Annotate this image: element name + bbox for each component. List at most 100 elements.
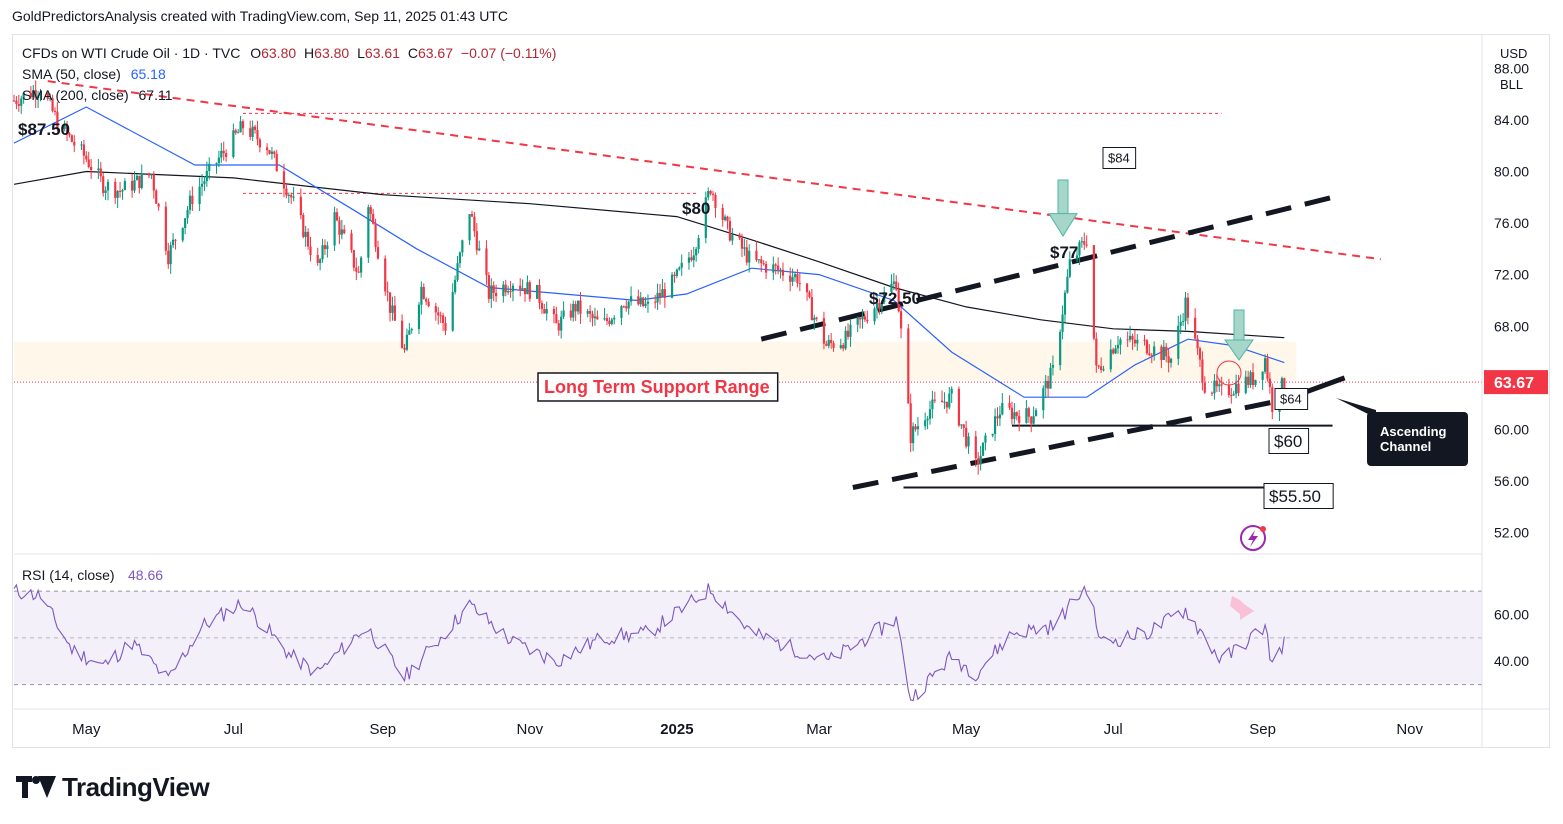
candle-body (967, 436, 970, 447)
tradingview-logo-icon (16, 774, 56, 800)
candle-body (656, 292, 659, 303)
candle-body (372, 213, 375, 224)
candle-body (757, 259, 760, 261)
candle-body (897, 289, 900, 312)
candle-body (709, 191, 712, 194)
candle-body (572, 303, 575, 318)
candle-body (1013, 412, 1016, 419)
sma50-line (13, 106, 1285, 398)
candle-body (478, 248, 481, 251)
candle-body (408, 330, 411, 335)
candle-body (950, 388, 953, 394)
candle-body (793, 274, 797, 278)
candle-body (928, 409, 932, 419)
candle-body (805, 283, 809, 293)
candle-body (131, 181, 134, 191)
candle-body (335, 212, 339, 221)
candle-body (1018, 416, 1021, 423)
candle-body (150, 174, 153, 176)
time-tick-label: Mar (806, 721, 832, 738)
candle-body (1097, 365, 1100, 367)
candle-body (287, 194, 290, 196)
candle-body (637, 296, 640, 305)
candle-body (509, 291, 512, 293)
label-77: $77 (1050, 243, 1078, 262)
candle-body (692, 255, 695, 261)
candle-body (427, 301, 430, 307)
candle-body (1047, 380, 1050, 389)
moving-averages-layer (13, 106, 1285, 398)
tradingview-brand[interactable]: TradingView (16, 772, 210, 802)
low-value: 63.61 (364, 45, 400, 61)
candle-body (981, 442, 985, 456)
candle-body (492, 285, 495, 293)
candle-body (468, 214, 471, 241)
candle-body (1283, 378, 1286, 388)
candle-body (106, 181, 110, 191)
candle-body (569, 310, 572, 318)
candle-body (663, 289, 666, 298)
candle-body (613, 317, 616, 320)
candle-body (1095, 338, 1098, 366)
candle-body (526, 282, 529, 295)
unit-label[interactable]: BLL (1500, 77, 1524, 92)
candle-body (627, 301, 630, 309)
candle-body (697, 238, 700, 249)
rsi-pink-arrow (1230, 596, 1254, 620)
candle-body (1150, 354, 1153, 356)
sma200-legend: SMA (200, close) 67.11 (22, 87, 173, 103)
candle-body (825, 343, 828, 346)
candle-body (237, 132, 240, 134)
candle-body (343, 229, 346, 234)
candle-body (721, 208, 724, 220)
candle-body (487, 275, 490, 299)
candle-body (1131, 335, 1134, 340)
time-tick-label: Nov (517, 721, 544, 738)
candle-body (596, 316, 599, 320)
candle-body (393, 305, 396, 321)
time-tick-label: May (952, 721, 981, 738)
highlight-circle (1216, 360, 1242, 386)
candle-body (863, 316, 867, 320)
candle-body (822, 318, 826, 344)
open-value: 63.80 (261, 45, 297, 61)
candle-body (552, 308, 556, 315)
symbol-legend: CFDs on WTI Crude Oil · 1D · TVC O63.80 … (22, 45, 556, 61)
level-84-label: $84 (1108, 151, 1130, 166)
currency-label[interactable]: USD (1500, 46, 1528, 61)
candle-body (234, 130, 237, 133)
candle-body (1251, 372, 1255, 386)
level-60-label: $60 (1274, 432, 1302, 451)
callout-box (1367, 412, 1468, 466)
sma50-value: 65.18 (130, 66, 166, 82)
candle-body (116, 190, 119, 198)
candle-body (1049, 367, 1052, 389)
candle-body (724, 216, 727, 220)
candle-body (1059, 331, 1062, 365)
candle-body (1203, 382, 1206, 393)
candle-body (360, 257, 363, 273)
candle-body (644, 303, 647, 306)
candle-body (403, 347, 406, 350)
candle-body (933, 399, 936, 401)
label-72-50: $72.50 (869, 289, 921, 308)
candle-body (1102, 369, 1105, 371)
candle-body (690, 257, 693, 261)
resistance-trendline (47, 80, 1381, 261)
candle-body (1230, 395, 1233, 397)
candle-body (574, 303, 577, 312)
candle-body (282, 171, 286, 189)
candle-body (861, 316, 864, 320)
candle-body (133, 180, 136, 191)
candle-body (560, 316, 563, 331)
candle-body (535, 284, 539, 299)
candle-body (340, 229, 343, 235)
candle-body (1186, 297, 1190, 318)
sma200-value: 67.11 (138, 87, 173, 103)
candle-body (46, 93, 49, 100)
candle-body (384, 258, 387, 292)
candle-body (883, 291, 886, 303)
candle-body (485, 248, 488, 276)
candle-body (319, 259, 322, 263)
